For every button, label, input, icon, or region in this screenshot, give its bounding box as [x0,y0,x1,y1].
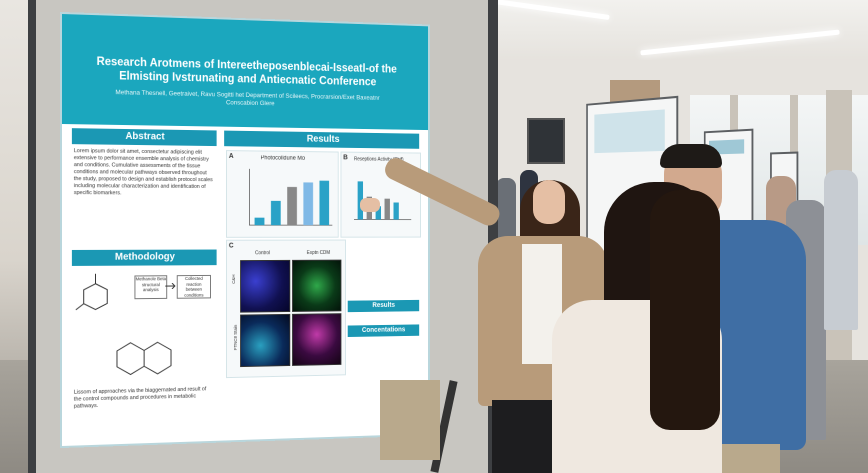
bar [385,199,390,220]
abstract-heading: Abstract [72,128,217,146]
results-2-heading: Results [348,300,419,312]
bar [393,203,398,220]
ring [117,343,144,375]
conclusions-heading: Concentations [348,324,419,337]
microscopy-panel: C Control Exptn CDM C&H FTNC8 Stain [226,240,346,379]
presenter-face [533,180,565,224]
panel-label-a: A [229,153,234,160]
bar-t1 [271,201,281,225]
bar-t4 [319,181,329,226]
microscopy-image [292,260,341,312]
foreground-woman-hair-back [650,190,720,430]
bar-t2 [287,187,297,225]
ceiling-light [640,30,839,56]
chart-a-title: Photocolldune Mo [261,155,305,162]
molecule-diagram-2 [101,332,207,383]
microscopy-row-1: C&H [230,274,237,283]
microscopy-image [240,260,290,313]
ring [144,342,171,374]
bar-ctrl [255,218,265,226]
abstract-text: Lorem ipsum dolor sit amet, consectetur … [74,148,215,244]
poster-authors: Methana Thesnell, Geetraivet, Ravu Sogit… [101,89,392,111]
microscopy-col-1: Control [255,250,270,257]
presenter-hand [360,198,380,212]
panel-label-c: C [229,243,234,250]
presenter-pants [492,400,552,473]
benzene-ring [84,284,108,310]
chart-a-panel: A Photocolldune Mo [226,150,339,238]
research-poster: Research Arotmens of Intereetheposenblec… [62,14,428,446]
poster-header: Research Arotmens of Intereetheposenblec… [62,14,428,130]
microscopy-col-2: Exptn CDM [307,250,330,257]
arrow-icon [165,283,176,289]
bar-t3 [303,182,313,225]
microscopy-row-2: FTNC8 Stain [232,325,239,350]
ceiling-light [480,0,609,20]
bond [76,304,84,310]
methodology-heading: Methodology [72,250,217,266]
methodology-text: Lissom of approaches via the biaggernate… [74,386,215,439]
poster-title: Research Arotmens of Intereetheposenblec… [72,54,419,90]
results-heading: Results [224,131,419,149]
bar-chart-a [236,165,334,233]
method-step-1: Methanole Beta structural analysis [134,275,167,299]
background-person [496,178,516,238]
panel-label-b: B [343,154,348,161]
microscopy-image [240,314,290,367]
microscopy-image [292,313,341,366]
background-person-legs [380,380,440,460]
wall-monitor [527,118,565,164]
background-person [824,170,858,330]
method-step-2: Collected reaction between conditions [177,275,211,299]
man-hair [660,144,722,168]
